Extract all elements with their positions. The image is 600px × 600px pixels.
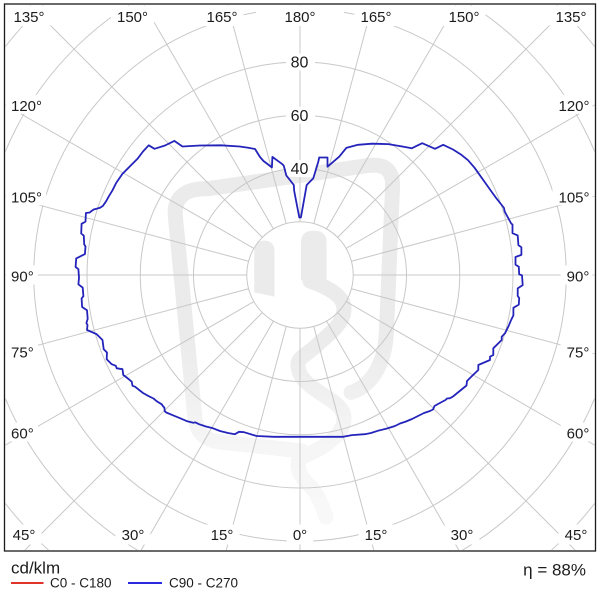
svg-text:30°: 30° bbox=[122, 527, 145, 544]
svg-text:15°: 15° bbox=[211, 527, 234, 544]
svg-text:90°: 90° bbox=[11, 269, 34, 286]
svg-text:165°: 165° bbox=[206, 9, 237, 26]
svg-text:0°: 0° bbox=[293, 527, 307, 544]
svg-text:120°: 120° bbox=[11, 98, 42, 115]
svg-text:165°: 165° bbox=[360, 9, 391, 26]
svg-text:45°: 45° bbox=[565, 527, 588, 544]
svg-text:60°: 60° bbox=[11, 426, 34, 443]
svg-text:cd/klm: cd/klm bbox=[11, 559, 60, 578]
svg-text:40: 40 bbox=[291, 161, 309, 178]
svg-text:120°: 120° bbox=[558, 98, 589, 115]
svg-text:90°: 90° bbox=[567, 269, 590, 286]
svg-text:60: 60 bbox=[291, 108, 309, 125]
svg-text:150°: 150° bbox=[448, 9, 479, 26]
svg-text:60°: 60° bbox=[567, 426, 590, 443]
svg-text:15°: 15° bbox=[365, 527, 388, 544]
svg-text:C0 - C180: C0 - C180 bbox=[50, 576, 112, 591]
svg-text:80: 80 bbox=[291, 55, 309, 72]
svg-text:150°: 150° bbox=[117, 9, 148, 26]
svg-text:η = 88%: η = 88% bbox=[523, 561, 586, 580]
svg-text:75°: 75° bbox=[11, 345, 34, 362]
svg-text:105°: 105° bbox=[11, 189, 42, 206]
svg-text:180°: 180° bbox=[284, 9, 315, 26]
svg-text:30°: 30° bbox=[451, 527, 474, 544]
svg-text:75°: 75° bbox=[567, 345, 590, 362]
svg-text:135°: 135° bbox=[13, 9, 44, 26]
svg-text:135°: 135° bbox=[555, 9, 586, 26]
svg-text:45°: 45° bbox=[13, 527, 36, 544]
svg-text:C90 - C270: C90 - C270 bbox=[169, 576, 238, 591]
svg-text:105°: 105° bbox=[558, 189, 589, 206]
